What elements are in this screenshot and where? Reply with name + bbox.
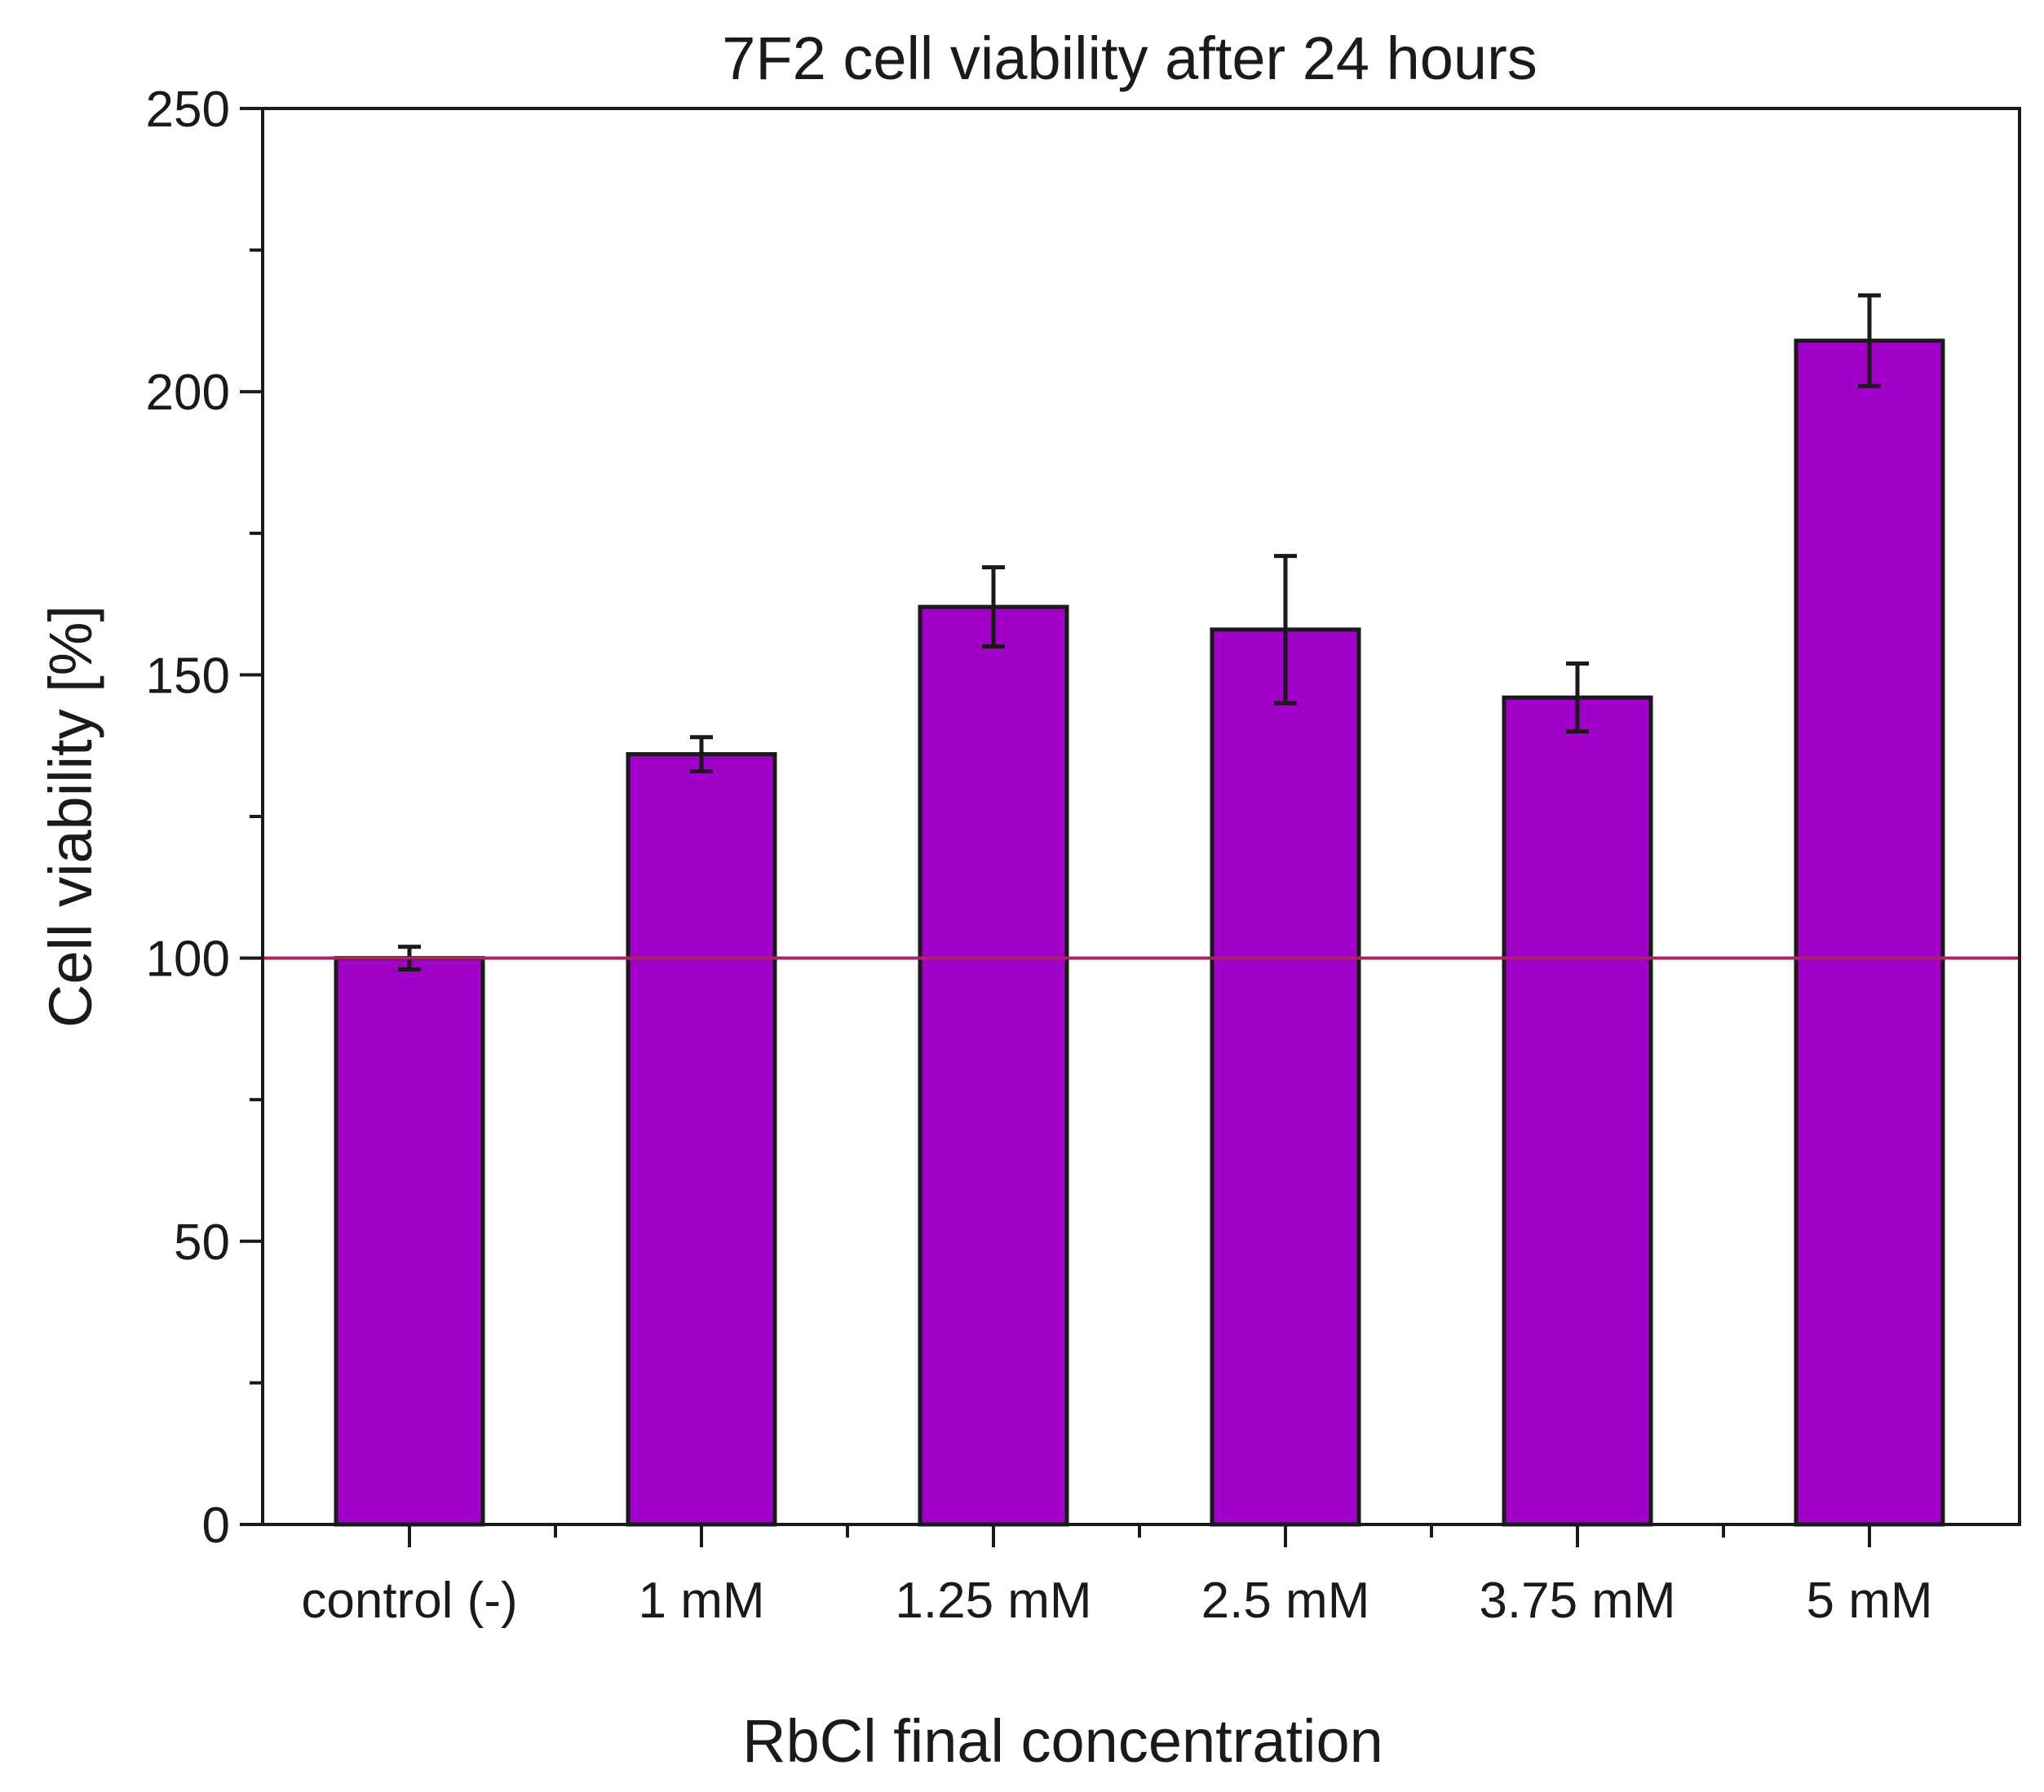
bar-5 [1502,695,1653,1527]
x-tick-label-3: 1.25 mM [895,1573,1091,1629]
axes-frame [261,107,2021,1526]
y-tick-label-5: 250 [146,82,230,138]
error-bar-3 [982,564,1005,649]
bar-3 [918,604,1069,1527]
y-tick-label-0: 0 [202,1498,230,1554]
y-tick-label-2: 100 [146,931,230,988]
error-bar-2 [690,735,713,773]
bar-4 [1210,627,1361,1527]
error-bar-4 [1274,554,1297,706]
plot-frame [261,107,2021,1526]
y-tick-label-1: 50 [174,1215,230,1271]
y-axis-label: Cell viability [%] [37,605,104,1028]
bar-6 [1794,338,1945,1527]
chart-title: 7F2 cell viability after 24 hours [722,24,1537,92]
x-tick-label-2: 1 mM [639,1573,765,1629]
x-tick-label-4: 2.5 mM [1201,1573,1370,1629]
plot-area [263,293,2020,1527]
bar-2 [626,752,777,1527]
y-tick-label-3: 150 [146,648,230,704]
x-tick-label-6: 5 mM [1807,1573,1933,1629]
y-tick-label-4: 200 [146,365,230,421]
x-tick-label-1: control (-) [301,1573,517,1629]
x-axis-label: RbCl final concentration [742,1707,1383,1775]
axis-ticks: 0 50 100 150 200 250 control (-) 1 mM 1.25 mM 2.5… [146,82,1933,1629]
error-bar-6 [1858,293,1881,388]
error-bar-5 [1566,661,1589,734]
bar-1 [334,956,485,1527]
x-tick-label-5: 3.75 mM [1479,1573,1675,1629]
